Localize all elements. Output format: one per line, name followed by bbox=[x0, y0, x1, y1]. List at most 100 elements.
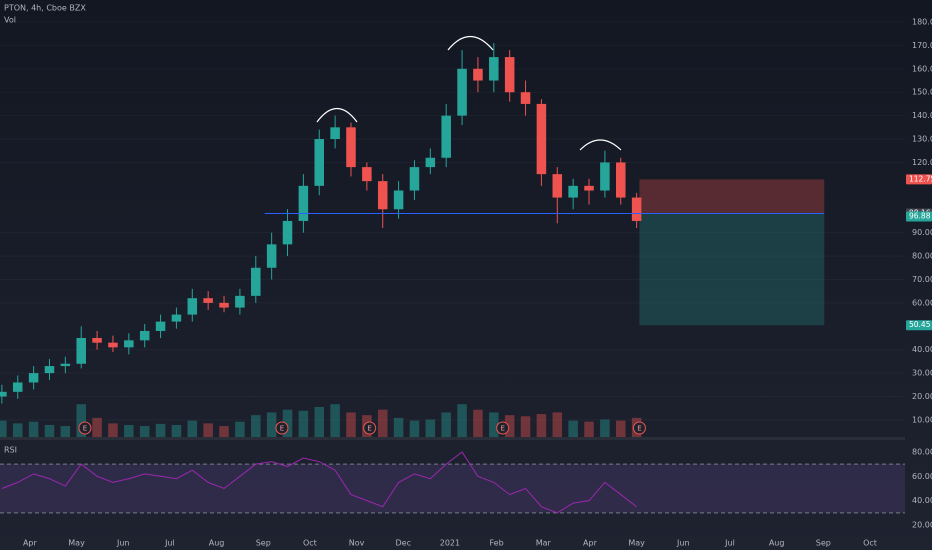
stop-tag bbox=[906, 174, 932, 185]
stop-label: 112.75 bbox=[909, 174, 932, 183]
volume-bar bbox=[314, 406, 325, 437]
candle-body bbox=[76, 337, 86, 364]
pane-divider bbox=[0, 437, 905, 440]
volume-bar bbox=[520, 416, 531, 437]
target-label: 50.45 bbox=[909, 320, 931, 329]
rsi-label: RSI bbox=[4, 446, 17, 455]
volume-bar bbox=[0, 420, 7, 437]
y-tick-label: 80.00 bbox=[912, 252, 932, 261]
volume-bar bbox=[377, 409, 388, 437]
x-tick-label: Jun bbox=[676, 539, 690, 548]
y-tick-label: 60.00 bbox=[912, 298, 932, 307]
candle-body bbox=[425, 157, 436, 168]
volume-bar bbox=[28, 421, 39, 437]
stop-zone bbox=[639, 179, 825, 214]
volume-bar bbox=[615, 420, 626, 437]
rsi-tick-label: 80.00 bbox=[912, 447, 932, 456]
candle-body bbox=[520, 92, 531, 104]
x-tick-label: Feb bbox=[490, 539, 504, 548]
rsi-line bbox=[1, 451, 637, 514]
x-tick-label: Oct bbox=[303, 539, 317, 548]
x-tick-label: Jul bbox=[164, 539, 175, 548]
earnings-label: E bbox=[500, 425, 504, 433]
x-tick-label: Aug bbox=[209, 539, 225, 548]
y-tick-label: 120.00 bbox=[912, 158, 932, 167]
volume-bar bbox=[346, 412, 356, 437]
earnings-marker bbox=[78, 421, 92, 435]
candle-body bbox=[346, 127, 356, 168]
volume-bar bbox=[409, 420, 420, 437]
earnings-marker bbox=[363, 421, 377, 435]
volume-bar bbox=[473, 409, 483, 437]
candle-body bbox=[473, 68, 483, 81]
candle-body bbox=[219, 302, 229, 308]
candle-body bbox=[282, 220, 293, 245]
candle-body bbox=[631, 197, 642, 221]
candle-body bbox=[600, 162, 610, 191]
y-tick-label: 150.00 bbox=[912, 88, 932, 97]
candle-body bbox=[108, 342, 118, 348]
x-tick-label: Sep bbox=[816, 539, 831, 548]
candle-body bbox=[139, 330, 150, 341]
x-tick-label: Mar bbox=[536, 539, 552, 548]
candle-body bbox=[124, 340, 134, 348]
volume-bar bbox=[92, 417, 102, 437]
candle-body bbox=[615, 162, 626, 198]
volume-bar bbox=[266, 412, 277, 437]
y-tick-label: 180.00 bbox=[912, 18, 932, 27]
candle-body bbox=[552, 174, 563, 198]
candle-body bbox=[393, 190, 404, 210]
earnings-label: E bbox=[83, 425, 87, 433]
candle-body bbox=[489, 57, 499, 81]
candle-body bbox=[12, 382, 23, 392]
volume-bar bbox=[12, 423, 23, 437]
y-tick-label: 170.00 bbox=[912, 41, 932, 50]
volume-bar bbox=[171, 424, 182, 437]
volume-bar bbox=[155, 423, 166, 437]
candle-body bbox=[504, 57, 515, 93]
earnings-label: E bbox=[367, 425, 371, 433]
right-shoulder-arc bbox=[579, 139, 622, 151]
x-tick-label: Apr bbox=[23, 539, 38, 548]
volume-bar bbox=[489, 412, 499, 437]
x-tick-label: May bbox=[68, 539, 85, 548]
x-tick-label: Jun bbox=[116, 539, 130, 548]
volume-bar bbox=[44, 424, 55, 437]
left-shoulder-arc bbox=[316, 107, 358, 123]
earnings-marker bbox=[496, 421, 510, 435]
candle-body bbox=[187, 298, 198, 315]
head-arc bbox=[447, 35, 494, 51]
candle-body bbox=[251, 267, 261, 296]
x-tick-label: May bbox=[628, 539, 645, 548]
y-tick-label: 130.00 bbox=[912, 135, 932, 144]
volume-bar bbox=[441, 412, 451, 437]
x-tick-label: Oct bbox=[863, 539, 877, 548]
rsi-tick-label: 20.00 bbox=[912, 521, 932, 530]
x-tick-label: Aug bbox=[769, 539, 785, 548]
candle-body bbox=[44, 366, 55, 374]
target-zone bbox=[639, 213, 825, 326]
x-tick-label: Jul bbox=[724, 539, 735, 548]
y-tick-label: 70.00 bbox=[912, 275, 932, 284]
candle-body bbox=[314, 139, 325, 186]
candle-body bbox=[568, 185, 578, 198]
volume-bar bbox=[139, 426, 150, 437]
y-tick-label: 40.00 bbox=[912, 345, 932, 354]
y-tick-label: 30.00 bbox=[912, 369, 932, 378]
target-tag bbox=[906, 320, 932, 331]
y-tick-label: 140.00 bbox=[912, 111, 932, 120]
x-tick-label: 2021 bbox=[440, 539, 460, 548]
volume-bar bbox=[298, 410, 309, 437]
candle-body bbox=[0, 391, 7, 397]
y-tick-label: 160.00 bbox=[912, 64, 932, 73]
candle-body bbox=[330, 127, 340, 140]
y-tick-label: 90.00 bbox=[912, 228, 932, 237]
y-tick-label: 20.00 bbox=[912, 392, 932, 401]
candle-body bbox=[171, 314, 182, 322]
candle-body bbox=[298, 185, 309, 221]
last-price-tag bbox=[906, 211, 932, 222]
volume-bar bbox=[552, 412, 563, 437]
volume-bar bbox=[504, 415, 515, 437]
x-tick-label: Nov bbox=[349, 539, 365, 548]
